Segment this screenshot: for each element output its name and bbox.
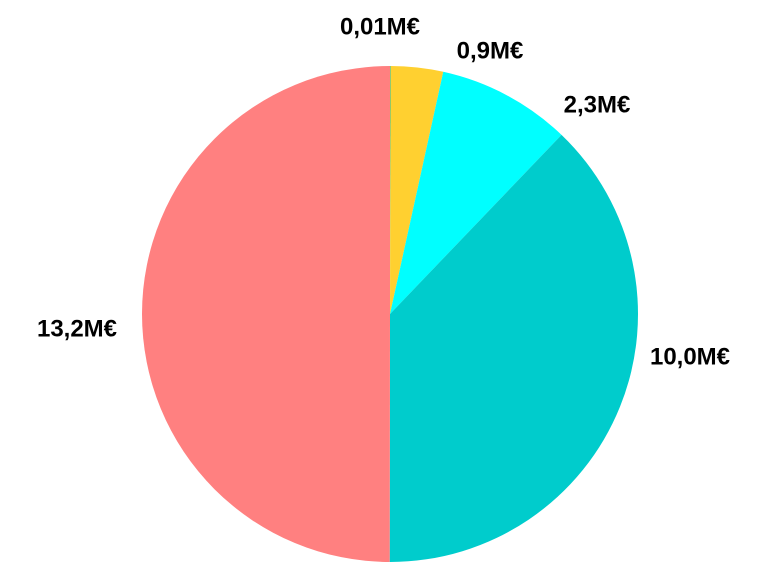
slice-label: 2,3M€ bbox=[564, 91, 631, 118]
pie-slice bbox=[390, 66, 444, 314]
pie-slice bbox=[142, 66, 390, 562]
pie-slice bbox=[390, 71, 562, 314]
slice-label: 10,0M€ bbox=[650, 343, 730, 370]
pie-slice bbox=[389, 134, 638, 562]
slice-label: 0,01M€ bbox=[340, 13, 420, 40]
pie-slice bbox=[390, 66, 391, 314]
slice-label: 13,2M€ bbox=[37, 315, 117, 342]
slice-label: 0,9M€ bbox=[457, 37, 524, 64]
